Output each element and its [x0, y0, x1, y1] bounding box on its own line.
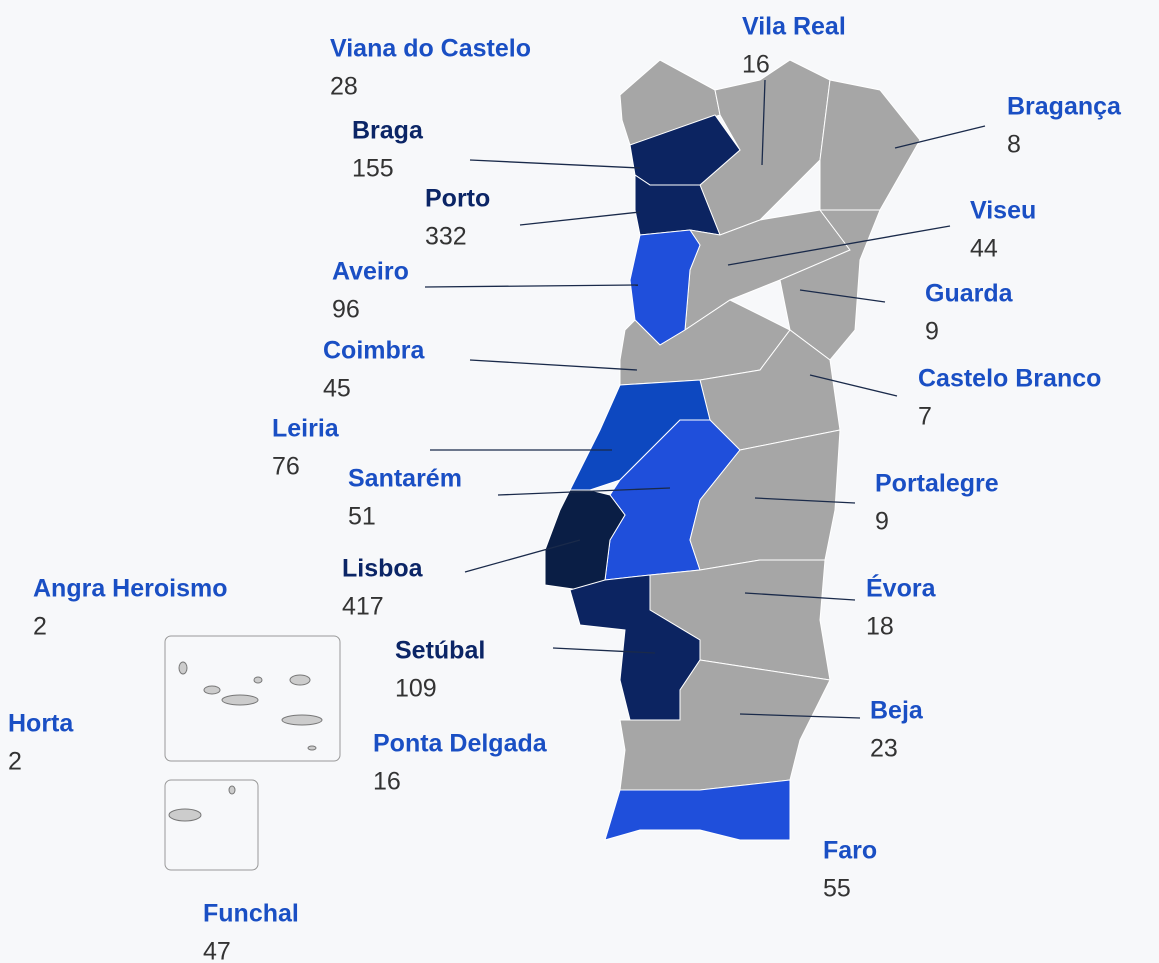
- leader-line: [809, 374, 898, 397]
- district-name: Braga: [352, 117, 424, 145]
- island: [281, 714, 323, 726]
- district-name: Setúbal: [395, 637, 485, 665]
- district-value: 2: [8, 748, 22, 776]
- azores-inset: [164, 635, 341, 762]
- district-name: Beja: [870, 697, 924, 725]
- district-name: Funchal: [203, 900, 299, 928]
- district-value: 7: [918, 403, 932, 431]
- district-name: Castelo Branco: [918, 365, 1101, 393]
- district-value: 28: [330, 73, 358, 101]
- leader-line: [464, 539, 581, 573]
- district-value: 9: [925, 318, 939, 346]
- labels: Viana do Castelo 28 Vila Real 16 Bragança 8 Br…: [8, 13, 1122, 963]
- district-name: Viana do Castelo: [330, 35, 531, 63]
- leader-line: [519, 211, 641, 226]
- district-value: 2: [33, 613, 47, 641]
- district-value: 44: [970, 235, 998, 263]
- district-name: Bragança: [1007, 93, 1122, 121]
- district-name: Faro: [823, 837, 877, 865]
- island: [221, 694, 259, 706]
- district-value: 18: [866, 613, 894, 641]
- district-value: 16: [373, 768, 401, 796]
- district-name: Santarém: [348, 465, 462, 493]
- district-name: Ponta Delgada: [373, 730, 548, 758]
- district-region: [604, 779, 791, 841]
- leader-line: [727, 225, 951, 266]
- district-name: Lisboa: [342, 555, 424, 583]
- district-name: Coimbra: [323, 337, 426, 365]
- district-value: 155: [352, 155, 394, 183]
- leader-line: [552, 647, 656, 654]
- leader-line: [497, 487, 671, 496]
- district-value: 16: [742, 51, 770, 79]
- district-value: 23: [870, 735, 898, 763]
- district-name: Angra Heroismo: [33, 575, 227, 603]
- district-value: 76: [272, 453, 300, 481]
- district-value: 55: [823, 875, 851, 903]
- district-value: 332: [425, 223, 467, 251]
- leader-line: [739, 713, 861, 719]
- island: [253, 676, 263, 684]
- district-name: Évora: [866, 574, 937, 603]
- leader-line: [894, 125, 986, 149]
- district-name: Aveiro: [332, 258, 409, 286]
- district-name: Porto: [425, 185, 490, 213]
- leader-line: [424, 284, 639, 288]
- leader-line: [761, 79, 766, 166]
- district-name: Portalegre: [875, 470, 999, 498]
- district-value: 109: [395, 675, 437, 703]
- island: [203, 685, 221, 695]
- leader-line: [754, 497, 856, 504]
- leader-line: [469, 159, 641, 169]
- district-name: Viseu: [970, 197, 1036, 225]
- district-name: Horta: [8, 710, 74, 738]
- district-value: 47: [203, 938, 231, 963]
- district-name: Guarda: [925, 280, 1014, 308]
- island: [228, 785, 236, 795]
- island: [289, 674, 311, 686]
- district-region: [619, 659, 831, 791]
- district-value: 417: [342, 593, 384, 621]
- district-value: 8: [1007, 131, 1021, 159]
- island: [307, 745, 317, 751]
- madeira-inset: [164, 779, 259, 871]
- leader-line: [799, 289, 886, 303]
- inset-frame: [164, 635, 341, 762]
- district-value: 9: [875, 508, 889, 536]
- inset-frame: [164, 779, 259, 871]
- mainland: [544, 59, 921, 841]
- district-value: 45: [323, 375, 351, 403]
- leader-line: [744, 592, 856, 601]
- district-value: 51: [348, 503, 376, 531]
- district-value: 96: [332, 296, 360, 324]
- leader-line: [469, 359, 638, 371]
- district-name: Vila Real: [742, 13, 846, 41]
- island: [178, 661, 188, 675]
- island: [168, 808, 202, 822]
- district-name: Leiria: [272, 415, 340, 443]
